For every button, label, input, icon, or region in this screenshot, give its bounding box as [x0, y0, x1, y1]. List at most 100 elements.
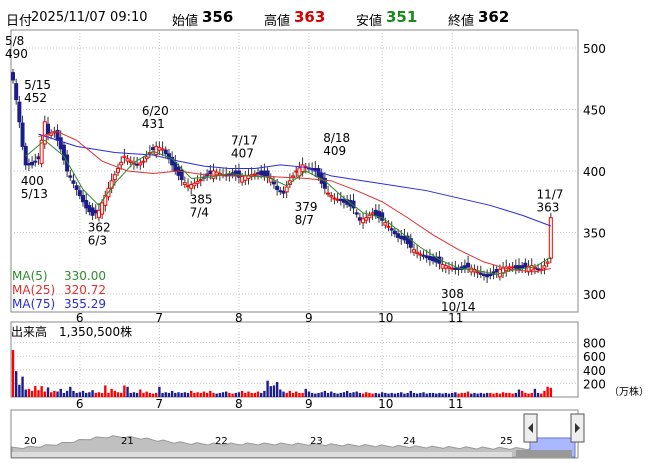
volume-bar	[151, 393, 155, 397]
volume-bar	[339, 392, 342, 397]
month-label-volume: 11	[448, 397, 463, 411]
candle-body	[26, 163, 31, 166]
candle-body	[141, 160, 146, 163]
volume-tick-label: 600	[583, 350, 606, 364]
candle-body	[513, 265, 518, 269]
volume-bar	[167, 392, 171, 397]
volume-bar	[403, 393, 406, 397]
volume-bar	[183, 392, 187, 397]
annotation-date: 6/20	[142, 104, 169, 118]
volume-bar	[301, 392, 304, 397]
candle-body	[14, 83, 19, 101]
candle-body	[532, 267, 537, 270]
volume-bar	[444, 392, 447, 397]
volume-bar	[97, 392, 101, 397]
open-value: 356	[202, 8, 234, 26]
volume-bar	[43, 391, 47, 397]
candle-body	[431, 256, 436, 262]
volume-bar	[110, 388, 113, 397]
navigator-label: 22	[215, 436, 228, 447]
volume-bar	[422, 392, 425, 397]
volume-bar	[126, 386, 129, 397]
volume-bar	[400, 392, 403, 397]
candle-body	[243, 175, 248, 181]
volume-bar	[358, 392, 362, 397]
candle-body	[373, 209, 378, 216]
volume-bar	[415, 393, 419, 397]
volume-bar	[450, 392, 454, 397]
price-tick-label: 400	[583, 165, 606, 179]
month-label: 10	[378, 311, 393, 325]
candle-body	[157, 147, 162, 151]
candle-body	[300, 164, 305, 173]
candle-body	[240, 176, 245, 183]
volume-bar	[100, 392, 104, 397]
volume-bar	[406, 392, 409, 397]
volume-bar	[485, 392, 489, 397]
month-label: 8	[235, 311, 243, 325]
volume-bar	[62, 392, 66, 397]
month-label-volume: 8	[235, 397, 243, 411]
candle-body	[208, 170, 213, 174]
month-label-volume: 6	[76, 397, 84, 411]
candle-body	[81, 195, 86, 203]
volume-bar	[161, 392, 164, 397]
volume-bar	[228, 392, 231, 397]
annotation-value: 363	[536, 201, 559, 215]
candle-body	[217, 172, 222, 176]
navigator-area	[11, 435, 573, 458]
volume-bar	[533, 388, 537, 397]
candle-body	[284, 186, 289, 193]
volume-bar	[454, 392, 457, 397]
annotation-value: 379	[295, 200, 318, 214]
ma75-value: 355.29	[64, 297, 106, 311]
ma5-label: MA(5)	[12, 269, 48, 283]
candle-body	[87, 204, 92, 213]
volume-bar	[384, 392, 387, 397]
candle-body	[160, 148, 165, 151]
candle-body	[119, 161, 124, 166]
candle-body	[357, 217, 362, 221]
candle-body	[367, 214, 372, 219]
candle-body	[189, 184, 194, 189]
volume-bar	[34, 386, 37, 397]
candle-body	[138, 162, 143, 166]
candle-body	[17, 101, 22, 123]
volume-bar	[282, 391, 285, 397]
close-value: 362	[478, 8, 510, 26]
candle-body	[329, 195, 334, 198]
volume-bar	[441, 393, 444, 397]
volume-bar	[84, 392, 88, 397]
volume-bar	[530, 392, 533, 397]
candle-body	[354, 212, 359, 215]
candle-body	[125, 158, 130, 162]
volume-bar	[177, 392, 180, 397]
candle-body	[116, 168, 121, 173]
navigator-label: 20	[24, 436, 37, 447]
volume-bar	[148, 392, 152, 397]
candle-body	[11, 72, 15, 81]
navigator-label: 24	[403, 436, 416, 447]
navigator-label: 23	[310, 436, 323, 447]
volume-bar	[30, 390, 34, 397]
candle-body	[415, 251, 420, 254]
volume-bar	[345, 390, 349, 397]
annotation-value: 400	[21, 174, 44, 188]
candle-body	[278, 190, 283, 193]
annotation-date: 7/4	[190, 205, 209, 219]
volume-bar	[231, 393, 234, 397]
candle-body	[380, 212, 385, 221]
candle-body	[100, 202, 105, 215]
candle-body	[256, 172, 261, 175]
volume-bar	[215, 393, 218, 397]
candle-body	[466, 262, 471, 268]
volume-bar	[49, 392, 53, 397]
volume-bar	[218, 392, 222, 397]
volume-bar	[56, 391, 59, 397]
candle-body	[291, 175, 296, 178]
volume-bar	[492, 393, 495, 397]
volume-bar	[387, 393, 390, 397]
volume-bar	[142, 392, 145, 397]
candle-body	[408, 238, 413, 248]
volume-bar	[425, 393, 428, 397]
